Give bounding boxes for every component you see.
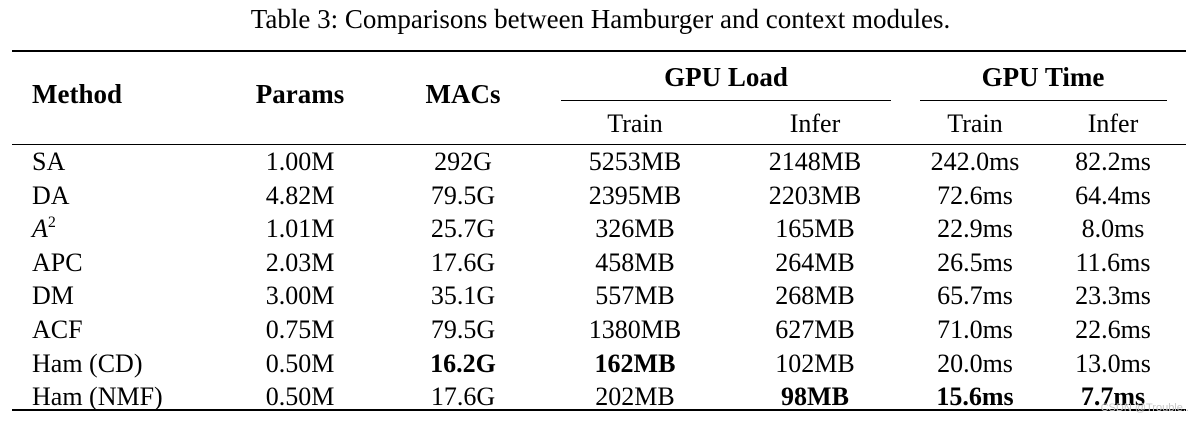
cell-load-infer: 98MB <box>781 382 849 412</box>
header-rule <box>12 144 1186 145</box>
cell-time-infer: 11.6ms <box>1075 247 1151 277</box>
cell-params: 2.03M <box>265 247 335 277</box>
cell-load-train: 458MB <box>595 247 675 277</box>
header-macs: MACs <box>425 79 501 109</box>
cell-load-train: 202MB <box>595 382 675 412</box>
cell-macs: 35.1G <box>430 281 496 311</box>
cell-load-infer: 264MB <box>775 247 855 277</box>
cell-time-train: 20.0ms <box>937 348 1013 378</box>
cell-params: 1.01M <box>265 214 335 244</box>
cell-load-infer: 2203MB <box>768 180 862 210</box>
cell-macs: 292G <box>434 147 492 176</box>
cell-method: ACF <box>32 315 83 344</box>
cell-method: SA <box>32 147 66 176</box>
cell-load-train: 1380MB <box>588 315 682 344</box>
cell-load-train: 5253MB <box>588 147 682 176</box>
cell-macs: 79.5G <box>430 180 496 210</box>
header-gpu-time: GPU Time <box>981 62 1105 92</box>
cell-load-train: 326MB <box>595 214 675 244</box>
header-load-train: Train <box>607 109 663 138</box>
cell-load-train: 557MB <box>595 281 675 311</box>
header-time-infer: Infer <box>1087 109 1139 138</box>
cell-time-infer: 82.2ms <box>1075 147 1151 176</box>
cell-params: 0.50M <box>265 348 335 378</box>
header-gpu-load: GPU Load <box>664 62 788 92</box>
cell-load-infer: 102MB <box>775 348 855 378</box>
cell-macs: 17.6G <box>430 247 496 277</box>
header-method: Method <box>32 79 122 109</box>
bottom-rule <box>12 409 1186 411</box>
cell-time-infer: 13.0ms <box>1075 348 1151 378</box>
cell-params: 4.82M <box>265 180 335 210</box>
header-load-infer: Infer <box>789 109 841 138</box>
cell-method: Ham (NMF) <box>32 382 163 412</box>
cell-load-infer: 268MB <box>775 281 855 311</box>
cell-method: A2 <box>32 214 56 244</box>
header-time-train: Train <box>947 109 1003 138</box>
header-params: Params <box>255 79 345 109</box>
cell-params: 1.00M <box>265 147 335 176</box>
watermark: CSDN @Trouble.. <box>1100 402 1189 414</box>
cell-time-train: 242.0ms <box>930 147 1020 176</box>
cell-load-infer: 165MB <box>775 214 855 244</box>
cell-load-train: 2395MB <box>588 180 682 210</box>
gpu-load-cmidrule <box>561 100 891 101</box>
cell-method: DM <box>32 281 74 311</box>
cell-method: APC <box>32 247 83 277</box>
cell-macs: 17.6G <box>430 382 496 412</box>
cell-macs: 79.5G <box>430 315 496 344</box>
cell-params: 3.00M <box>265 281 335 311</box>
top-rule <box>12 50 1186 52</box>
cell-time-train: 72.6ms <box>937 180 1013 210</box>
cell-load-infer: 627MB <box>775 315 855 344</box>
cell-method: DA <box>32 180 70 210</box>
cell-time-infer: 64.4ms <box>1075 180 1151 210</box>
cell-method: Ham (CD) <box>32 348 143 378</box>
cell-params: 0.75M <box>265 315 335 344</box>
cell-time-train: 15.6ms <box>936 382 1014 412</box>
cell-load-train: 162MB <box>594 348 676 378</box>
cell-load-infer: 2148MB <box>768 147 862 176</box>
cell-macs: 25.7G <box>430 214 496 244</box>
cell-time-train: 26.5ms <box>937 247 1013 277</box>
cell-params: 0.50M <box>265 382 335 412</box>
table-caption: Table 3: Comparisons between Hamburger a… <box>250 4 951 34</box>
cell-macs: 16.2G <box>430 348 496 378</box>
cell-time-infer: 7.7ms <box>1080 382 1146 412</box>
cell-time-train: 71.0ms <box>937 315 1013 344</box>
gpu-time-cmidrule <box>920 100 1167 101</box>
cell-time-train: 22.9ms <box>937 214 1013 244</box>
cell-time-train: 65.7ms <box>937 281 1013 311</box>
cell-time-infer: 23.3ms <box>1075 281 1151 311</box>
cell-time-infer: 22.6ms <box>1075 315 1151 344</box>
cell-time-infer: 8.0ms <box>1081 214 1145 244</box>
